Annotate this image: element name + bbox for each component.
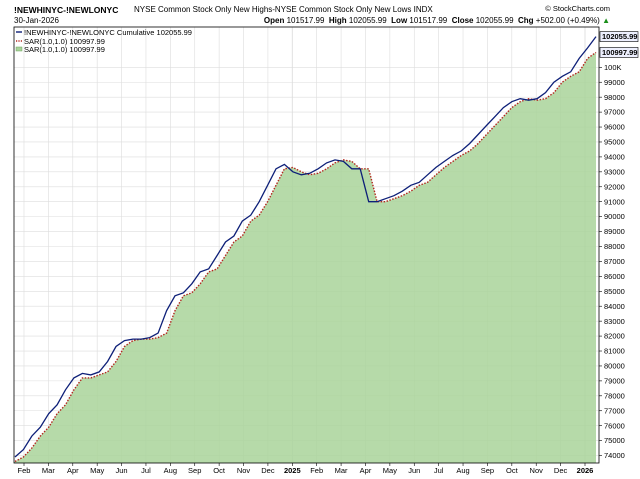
symbol-description: NYSE Common Stock Only New Highs-NYSE Co… [134, 5, 433, 14]
y-tick-label: 77000 [604, 406, 625, 415]
high-value: 102055.99 [348, 16, 387, 25]
y-tick-label: 90000 [604, 212, 625, 221]
x-tick-label: Jun [116, 466, 128, 475]
legend-sar2: SAR(1.0,1.0) 100997.99 [24, 45, 105, 54]
open-value: 101517.99 [286, 16, 325, 25]
y-tick-label: 88000 [604, 242, 625, 251]
y-tick-label: 85000 [604, 287, 625, 296]
y-tick-label: 79000 [604, 376, 625, 385]
low-value: 101517.99 [409, 16, 448, 25]
y-tick-label: 75000 [604, 436, 625, 445]
y-tick-label: 76000 [604, 421, 625, 430]
x-tick-label: Jun [408, 466, 420, 475]
y-tick-label: 87000 [604, 257, 625, 266]
x-tick-label: Feb [18, 466, 31, 475]
ohlc-readout: Open 101517.99 High 102055.99 Low 101517… [264, 16, 610, 25]
y-tick-label: 97000 [604, 108, 625, 117]
chart-header: !NEWHINYC-!NEWLONYC NYSE Common Stock On… [0, 0, 640, 28]
y-tick-label: 78000 [604, 391, 625, 400]
x-tick-label: Nov [237, 466, 251, 475]
legend-main: !NEWHINYC-!NEWLONYC Cumulative 102055.99 [24, 28, 192, 37]
x-tick-label: Dec [261, 466, 275, 475]
low-label: Low [391, 16, 408, 25]
chart-date: 30-Jan-2026 [14, 16, 59, 25]
legend: !NEWHINYC-!NEWLONYC Cumulative 102055.99… [15, 28, 192, 54]
sar-price-tag-box [599, 47, 639, 58]
legend-sar2-swatch [15, 46, 23, 52]
x-tick-label: Apr [67, 466, 79, 475]
open-label: Open [263, 16, 285, 25]
y-tick-label: 83000 [604, 317, 625, 326]
y-tick-label: 100K [604, 63, 622, 72]
price-tags: 102055.99 100997.99 [599, 31, 639, 58]
y-tick-label: 81000 [604, 347, 625, 356]
x-tick-label: Oct [213, 466, 226, 475]
x-tick-label: Mar [335, 466, 348, 475]
x-tick-label: Aug [164, 466, 177, 475]
chg-up-arrow-icon: ▲ [602, 16, 610, 25]
x-tick-label: Nov [530, 466, 544, 475]
y-tick-label: 80000 [604, 362, 625, 371]
close-value: 102055.99 [475, 16, 514, 25]
series-lines [14, 36, 597, 463]
y-tick-label: 84000 [604, 302, 625, 311]
y-tick-label: 93000 [604, 167, 625, 176]
x-tick-label: Sep [188, 466, 201, 475]
high-label: High [328, 16, 347, 25]
x-tick-label: Jul [434, 466, 444, 475]
main-price-tag-label: 102055.99 [602, 32, 637, 41]
x-tick-label: May [383, 466, 397, 475]
x-tick-label: 2026 [577, 466, 594, 475]
y-tick-label: 92000 [604, 182, 625, 191]
x-tick-label: May [90, 466, 104, 475]
x-tick-label: Feb [310, 466, 323, 475]
x-tick-label: Oct [506, 466, 519, 475]
sar-price-tag-label: 100997.99 [602, 48, 637, 57]
chg-label: Chg [518, 16, 534, 25]
symbol-title: !NEWHINYC-!NEWLONYC [14, 5, 119, 15]
y-tick-label: 86000 [604, 272, 625, 281]
stockcharts-logo[interactable]: © StockCharts.com [545, 4, 610, 13]
y-tick-label: 91000 [604, 197, 625, 206]
y-tick-label: 98000 [604, 93, 625, 102]
x-tick-label: Mar [42, 466, 55, 475]
x-axis: Feb Mar Apr May Jun Jul Aug Sep Oct Nov Dec 2025 Feb… [18, 463, 594, 475]
y-tick-label: 94000 [604, 153, 625, 162]
area-fill [14, 52, 596, 464]
x-tick-label: Apr [360, 466, 372, 475]
y-tick-label: 95000 [604, 138, 625, 147]
x-tick-label: 2025 [284, 466, 301, 475]
y-axis: 74000 75000 76000 77000 78000 79000 80000 81000… [599, 63, 625, 460]
y-tick-label: 82000 [604, 332, 625, 341]
close-label: Close [451, 16, 474, 25]
y-tick-label: 99000 [604, 78, 625, 87]
y-tick-label: 96000 [604, 123, 625, 132]
main-series-line [14, 36, 597, 458]
legend-sar1: SAR(1.0,1.0) 100997.99 [24, 37, 105, 46]
sar-series-line [14, 51, 597, 463]
x-tick-label: Sep [481, 466, 494, 475]
x-tick-label: Dec [554, 466, 568, 475]
chg-value: +502.00 (+0.49%) [535, 16, 600, 25]
plot-frame [13, 26, 600, 464]
y-tick-label: 89000 [604, 227, 625, 236]
sar-area-fill [14, 52, 596, 464]
main-price-tag-box [599, 31, 639, 42]
x-tick-label: Jul [141, 466, 151, 475]
y-tick-label: 74000 [604, 451, 625, 460]
x-tick-label: Aug [456, 466, 469, 475]
